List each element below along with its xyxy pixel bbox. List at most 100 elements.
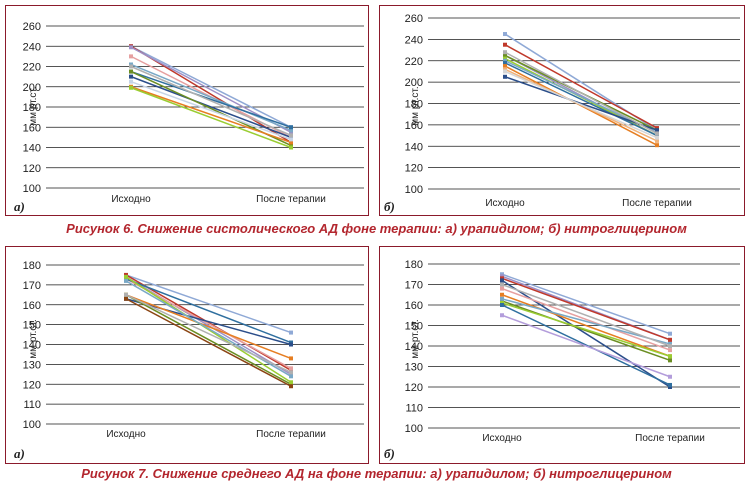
- data-point: [503, 50, 507, 55]
- data-point: [289, 330, 293, 335]
- y-tick-label: 170: [405, 280, 423, 292]
- y-tick-label: 120: [23, 163, 41, 175]
- data-point: [503, 64, 507, 69]
- y-tick-label: 160: [23, 300, 41, 312]
- data-point: [289, 384, 293, 389]
- data-point: [503, 53, 507, 58]
- y-tick-label: 260: [405, 13, 423, 25]
- x-category-label: Исходно: [111, 194, 151, 205]
- data-point: [655, 133, 659, 138]
- chart-panel-7b: 100 110 120 130 140 150 160 170 180 мм рт.ст. Исхо…: [379, 246, 745, 464]
- data-point: [503, 32, 507, 37]
- data-point: [124, 274, 128, 279]
- y-tick-label: 160: [23, 122, 41, 134]
- series-line: [501, 302, 671, 357]
- data-point: [129, 45, 133, 50]
- data-point: [668, 341, 672, 346]
- data-point: [668, 354, 672, 359]
- series-line: [130, 63, 292, 131]
- data-point: [668, 348, 672, 353]
- data-point: [500, 272, 504, 277]
- data-point: [655, 126, 659, 131]
- series-line: [125, 294, 292, 374]
- chart-panel-6a: 100 120 140 160 180 200 220 240 260 мм рт.ст. Исхо…: [5, 5, 369, 216]
- series-line: [504, 44, 658, 129]
- data-point: [129, 54, 133, 59]
- series-line: [130, 80, 292, 141]
- series-line: [501, 294, 671, 357]
- series-line: [125, 280, 292, 377]
- data-point: [289, 128, 293, 133]
- y-tick-label: 100: [405, 423, 423, 435]
- chart-svg-7a: 100 110 120 130 140 150 160 170 180 мм рт.ст. Исхо…: [23, 260, 364, 440]
- y-tick-label: 180: [23, 102, 41, 114]
- data-point: [289, 145, 293, 150]
- data-point: [289, 140, 293, 145]
- data-point: [124, 278, 128, 283]
- series-line: [501, 279, 671, 388]
- y-tick-label: 110: [23, 399, 41, 411]
- panel-label-7b: б): [384, 446, 395, 461]
- data-point: [124, 296, 128, 301]
- series-line: [504, 62, 658, 137]
- x-category-label: После терапии: [635, 433, 705, 444]
- data-point: [289, 370, 293, 375]
- series-line: [125, 274, 292, 371]
- data-point: [289, 143, 293, 148]
- series-line: [504, 76, 658, 131]
- y-tick-label: 120: [405, 382, 423, 394]
- series-line: [125, 294, 292, 360]
- y-tick-label: 180: [405, 99, 423, 111]
- data-point: [500, 298, 504, 303]
- series-line: [125, 298, 292, 346]
- data-point: [129, 69, 133, 74]
- series-line: [130, 75, 292, 139]
- figure-7-caption: Рисунок 7. Снижение среднего АД на фоне …: [81, 466, 672, 481]
- panel-label-6a: а): [14, 199, 25, 214]
- data-point: [500, 300, 504, 305]
- series-line: [501, 283, 671, 347]
- y-tick-label: 180: [23, 260, 41, 272]
- y-tick-label: 170: [23, 280, 41, 292]
- y-tick-label: 140: [405, 341, 423, 353]
- data-point: [668, 344, 672, 348]
- data-point: [655, 128, 659, 133]
- series-line: [125, 274, 292, 334]
- data-point: [500, 296, 504, 301]
- data-point: [129, 62, 133, 67]
- data-point: [289, 137, 293, 142]
- y-tick-label: 260: [23, 21, 41, 33]
- y-tick-label: 120: [405, 163, 423, 175]
- data-point: [503, 56, 507, 61]
- data-point: [289, 380, 293, 385]
- data-point: [500, 274, 504, 279]
- series-line: [130, 45, 292, 128]
- y-tick-label: 130: [23, 359, 41, 371]
- series-line: [130, 87, 292, 149]
- y-tick-label: 130: [405, 362, 423, 374]
- data-point: [129, 64, 133, 69]
- x-category-label: Исходно: [482, 433, 522, 444]
- y-tick-label: 110: [405, 403, 423, 415]
- y-axis-label: мм рт.ст.: [28, 86, 39, 125]
- data-point: [503, 69, 507, 74]
- data-point: [655, 143, 659, 148]
- y-tick-label: 150: [23, 320, 41, 332]
- x-category-label: Исходно: [106, 429, 146, 440]
- chart-svg-7b: 100 110 120 130 140 150 160 170 180 мм рт.ст. Исхо…: [405, 259, 740, 444]
- data-point: [500, 292, 504, 297]
- y-tick-label: 200: [405, 77, 423, 89]
- data-point: [500, 276, 504, 281]
- data-point: [655, 138, 659, 143]
- data-point: [500, 286, 504, 291]
- x-category-label: После терапии: [622, 198, 692, 209]
- y-tick-label: 140: [23, 143, 41, 155]
- series-line: [501, 277, 671, 341]
- y-tick-label: 180: [405, 259, 423, 271]
- y-tick-label: 120: [23, 379, 41, 391]
- data-point: [500, 303, 504, 307]
- data-point: [289, 133, 293, 138]
- figure-6-caption: Рисунок 6. Снижение систолического АД фо…: [66, 221, 687, 236]
- y-tick-label: 140: [23, 340, 41, 352]
- y-axis-label: мм рт.ст.: [28, 319, 39, 358]
